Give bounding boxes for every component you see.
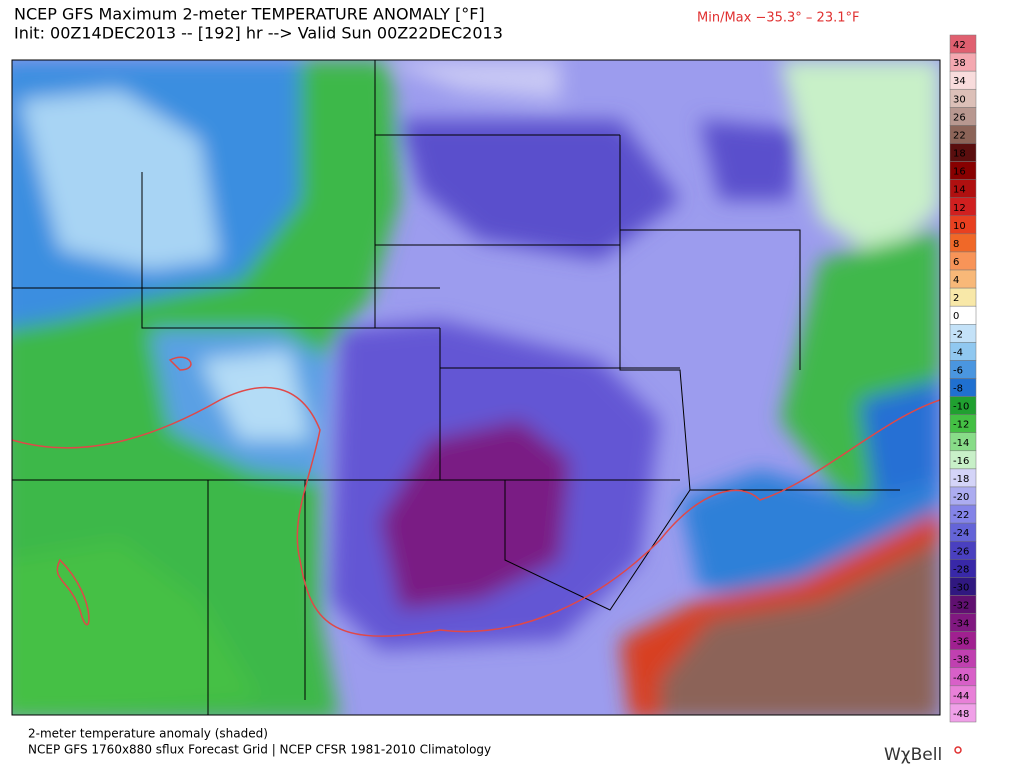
colorbar-label: 12 — [953, 203, 966, 214]
colorbar-label: -36 — [953, 637, 969, 648]
colorbar-label: -14 — [953, 438, 969, 449]
colorbar-label: 14 — [953, 185, 966, 196]
colorbar-label: -30 — [953, 582, 969, 593]
colorbar-label: -6 — [953, 365, 963, 376]
min-max: Min/Max −35.3° – 23.1°F — [697, 11, 859, 26]
colorbar-label: 38 — [953, 58, 966, 69]
footer-line: NCEP GFS 1760x880 sflux Forecast Grid | … — [28, 743, 491, 757]
colorbar-label: 34 — [953, 76, 966, 87]
colorbar-label: 8 — [953, 239, 959, 250]
colorbar-label: 30 — [953, 94, 966, 105]
colorbar-label: 2 — [953, 293, 959, 304]
colorbar-label: -12 — [953, 420, 969, 431]
logo-mark — [954, 746, 962, 754]
colorbar-label: -8 — [953, 384, 963, 395]
footer-line: 2-meter temperature anomaly (shaded) — [28, 727, 268, 741]
colorbar-label: -24 — [953, 528, 969, 539]
map-frame — [11, 59, 941, 716]
colorbar-label: 16 — [953, 167, 966, 178]
colorbar-label: -18 — [953, 474, 969, 485]
colorbar: 423834302622181614121086420-2-4-6-8-10-1… — [949, 34, 977, 723]
colorbar-label: 6 — [953, 257, 959, 268]
colorbar-label: -16 — [953, 456, 969, 467]
colorbar-label: -34 — [953, 619, 969, 630]
subtitle: Init: 00Z14DEC2013 -- [192] hr --> Valid… — [14, 24, 503, 43]
colorbar-label: 18 — [953, 149, 966, 160]
colorbar-label: -40 — [953, 673, 969, 684]
colorbar-label: 0 — [953, 311, 959, 322]
colorbar-label: -20 — [953, 492, 969, 503]
colorbar-label: 4 — [953, 275, 959, 286]
title: NCEP GFS Maximum 2-meter TEMPERATURE ANO… — [14, 5, 485, 24]
logo: WχBell — [884, 745, 942, 765]
colorbar-label: 22 — [953, 130, 966, 141]
colorbar-label: -26 — [953, 546, 969, 557]
colorbar-label: -28 — [953, 564, 969, 575]
colorbar-label: 42 — [953, 40, 966, 51]
map — [12, 60, 940, 715]
colorbar-label: 10 — [953, 221, 966, 232]
colorbar-label: 26 — [953, 112, 966, 123]
colorbar-label: -4 — [953, 347, 963, 358]
colorbar-label: -10 — [953, 402, 969, 413]
colorbar-cell — [949, 703, 977, 723]
colorbar-label: -22 — [953, 510, 969, 521]
colorbar-label: -48 — [953, 709, 969, 720]
colorbar-label: -38 — [953, 655, 969, 666]
colorbar-label: -2 — [953, 329, 963, 340]
colorbar-label: -44 — [953, 691, 969, 702]
colorbar-label: -32 — [953, 600, 969, 611]
